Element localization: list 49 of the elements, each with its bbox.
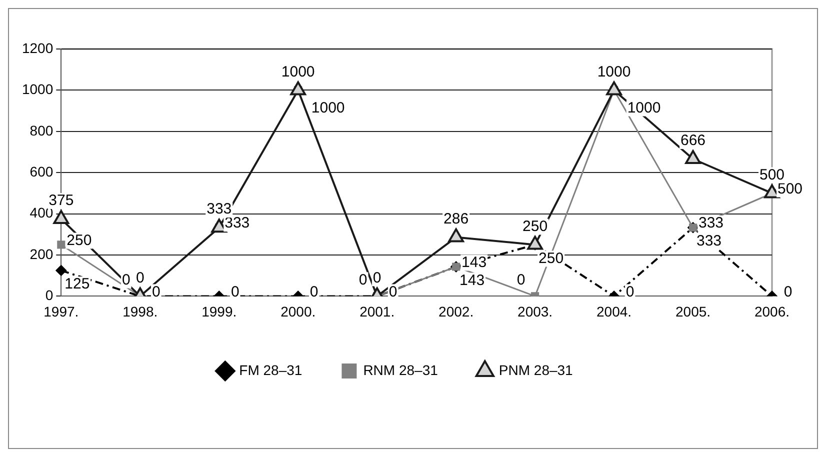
data-label: 1000	[597, 63, 631, 80]
data-label: 333	[698, 214, 724, 232]
data-label: 0	[388, 283, 398, 300]
data-label: 0	[784, 283, 792, 300]
data-label: 333	[224, 214, 250, 232]
y-tick-label: 0	[45, 287, 54, 304]
y-tick-label: 1200	[22, 40, 54, 56]
legend-label: RNM 28–31	[363, 362, 438, 378]
data-label: 286	[444, 210, 469, 228]
data-label: 0	[516, 271, 526, 288]
data-label: 375	[48, 192, 74, 210]
data-label: 0	[122, 271, 130, 288]
y-tick-label: 1000	[22, 81, 54, 98]
data-label: 0	[136, 269, 144, 286]
data-label: 0	[230, 283, 240, 300]
y-tick-label: 600	[30, 163, 54, 180]
data-label: 1000	[627, 99, 661, 116]
data-label: 1000	[281, 63, 315, 80]
x-tick-label: 2003.	[518, 303, 553, 320]
data-label: 0	[626, 283, 634, 300]
legend-label: PNM 28–31	[498, 362, 574, 378]
x-tick-label: 2001.	[360, 303, 395, 320]
data-label: 250	[538, 250, 564, 267]
x-tick-label: 2002.	[438, 303, 474, 320]
legend-label: FM 28–31	[239, 362, 302, 378]
data-label: 250	[66, 232, 92, 249]
data-label: 666	[680, 132, 706, 150]
x-tick-label: 2005.	[675, 303, 711, 320]
x-tick-label: 1997.	[44, 303, 79, 320]
x-tick-label: 2006.	[754, 303, 790, 320]
data-label: 0	[358, 271, 368, 288]
data-label: 143	[462, 254, 487, 271]
data-label: 0	[310, 283, 318, 300]
y-tick-label: 800	[30, 122, 54, 138]
data-label: 143	[460, 272, 485, 289]
data-label: 0	[152, 283, 160, 300]
x-tick-label: 2000.	[280, 303, 316, 320]
x-tick-label: 1998.	[122, 303, 158, 320]
data-label: 333	[696, 232, 722, 250]
x-tick-label: 1999.	[202, 303, 237, 320]
y-tick-label: 200	[30, 246, 54, 262]
data-label: 500	[777, 180, 803, 198]
data-label: 250	[522, 218, 548, 235]
x-tick-label: 2004.	[596, 303, 632, 320]
data-label: 0	[372, 269, 382, 286]
data-label: 1000	[311, 99, 345, 116]
data-label: 333	[206, 200, 232, 218]
data-label: 500	[759, 166, 785, 184]
data-label: 125	[64, 276, 90, 293]
